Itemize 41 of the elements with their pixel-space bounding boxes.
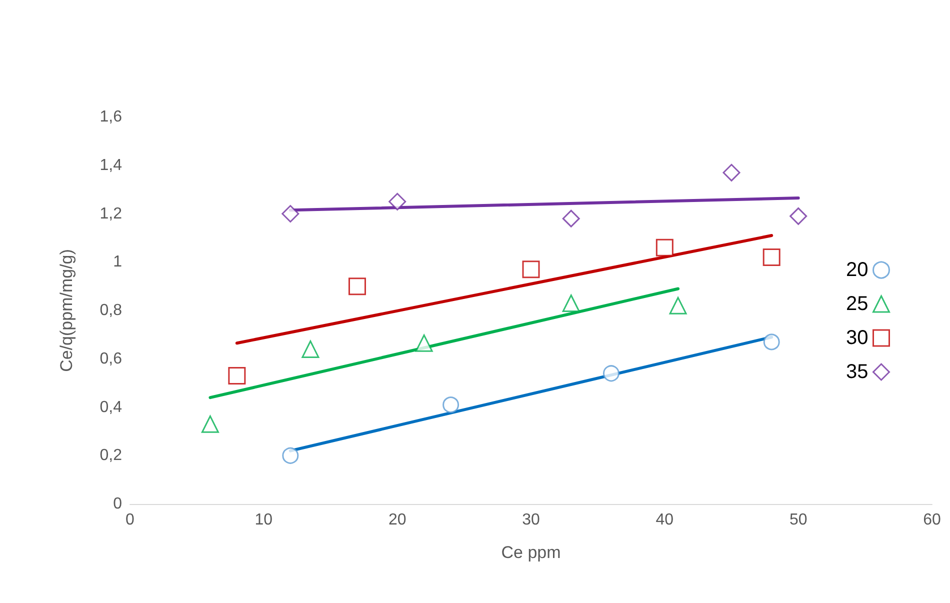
point xyxy=(722,164,740,182)
x-tick-label: 20 xyxy=(388,512,406,528)
legend-label: 35 xyxy=(846,361,868,383)
x-tick-label: 60 xyxy=(923,512,941,528)
point xyxy=(442,396,460,414)
point xyxy=(282,205,300,222)
y-tick-label: 0,4 xyxy=(100,398,122,416)
point xyxy=(669,296,687,314)
y-axis-title: Ce/q(ppm/mg/g) xyxy=(57,249,76,372)
point xyxy=(415,334,433,352)
y-tick-label: 0,6 xyxy=(100,350,122,368)
point xyxy=(602,365,620,382)
x-tick-label: 0 xyxy=(126,512,135,528)
legend-label: 30 xyxy=(846,327,868,349)
point xyxy=(522,260,540,278)
point xyxy=(790,207,808,225)
x-tick-label: 10 xyxy=(254,512,273,528)
x-tick-label: 30 xyxy=(522,512,540,528)
x-tick-label: 50 xyxy=(789,512,808,528)
point xyxy=(656,238,674,256)
point xyxy=(388,192,406,210)
y-tick-label: 1,4 xyxy=(100,156,122,174)
x-tick-label: 40 xyxy=(656,512,674,528)
point xyxy=(562,210,580,228)
y-tick-label: 0,8 xyxy=(100,302,122,319)
point xyxy=(762,248,780,266)
point xyxy=(763,334,780,350)
point xyxy=(562,294,580,312)
y-tick-label: 0 xyxy=(113,496,122,512)
point xyxy=(201,415,219,433)
x-axis-title: Ce ppm xyxy=(501,543,561,562)
y-tick-label: 1 xyxy=(113,254,122,271)
legend-label: 25 xyxy=(846,293,868,315)
point xyxy=(348,278,366,296)
legend-label: 20 xyxy=(846,259,868,281)
point xyxy=(228,367,246,385)
point xyxy=(302,340,320,358)
y-tick-label: 0,2 xyxy=(100,447,122,464)
point xyxy=(282,447,299,464)
y-tick-label: 1,2 xyxy=(100,205,122,222)
y-tick-label: 1,6 xyxy=(100,108,122,126)
